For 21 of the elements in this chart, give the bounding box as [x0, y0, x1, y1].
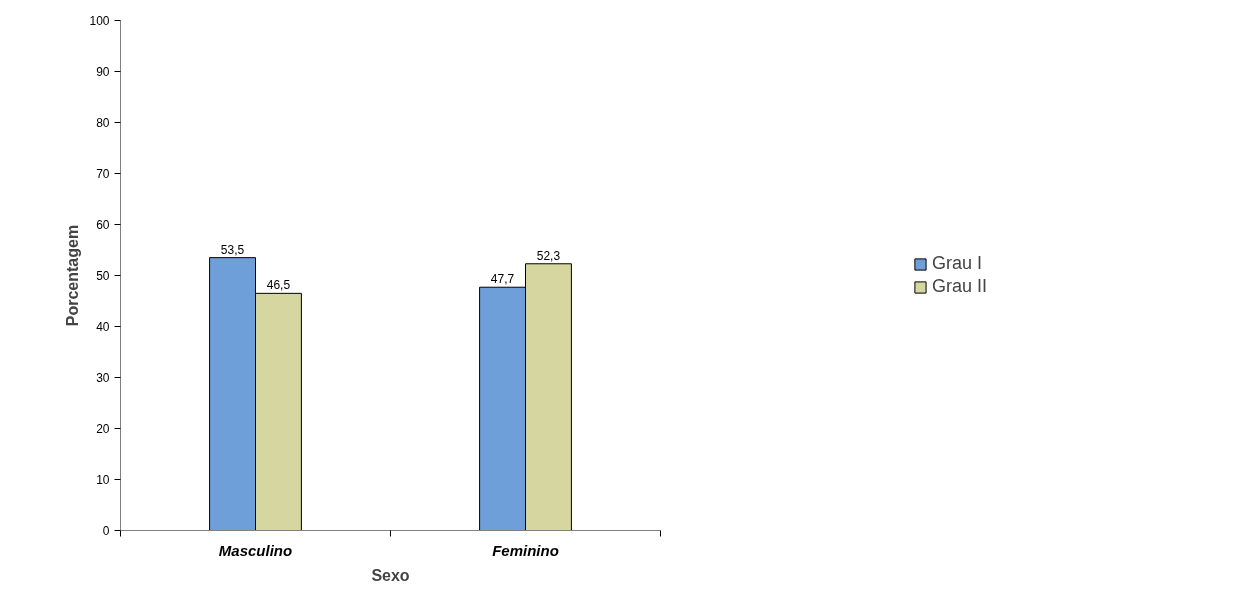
y-tick-label: 20: [96, 422, 110, 436]
data-label: 46,5: [266, 278, 291, 293]
y-tick-label: 70: [96, 167, 110, 181]
legend-label: Grau II: [931, 276, 988, 297]
y-axis-title: Porcentagem: [64, 224, 82, 327]
y-tick-label: 30: [96, 371, 110, 385]
y-tick-label: 10: [96, 473, 110, 487]
y-tick-label: 90: [96, 65, 110, 79]
data-label: 47,7: [490, 272, 515, 287]
y-tick-label: 80: [96, 116, 110, 130]
y-tick-label: 50: [96, 269, 110, 283]
y-tick-label: 60: [96, 218, 110, 232]
data-label: 52,3: [536, 248, 561, 263]
data-label: 53,5: [220, 242, 245, 257]
y-tick-label: 40: [96, 320, 110, 334]
y-tick-label: 100: [89, 14, 110, 28]
legend-label: Grau I: [931, 253, 983, 274]
y-tick-label: 0: [102, 524, 110, 538]
x-tick-label: Masculino: [218, 541, 293, 559]
x-tick-label: Feminino: [492, 541, 559, 559]
x-axis-title: Sexo: [371, 566, 410, 584]
